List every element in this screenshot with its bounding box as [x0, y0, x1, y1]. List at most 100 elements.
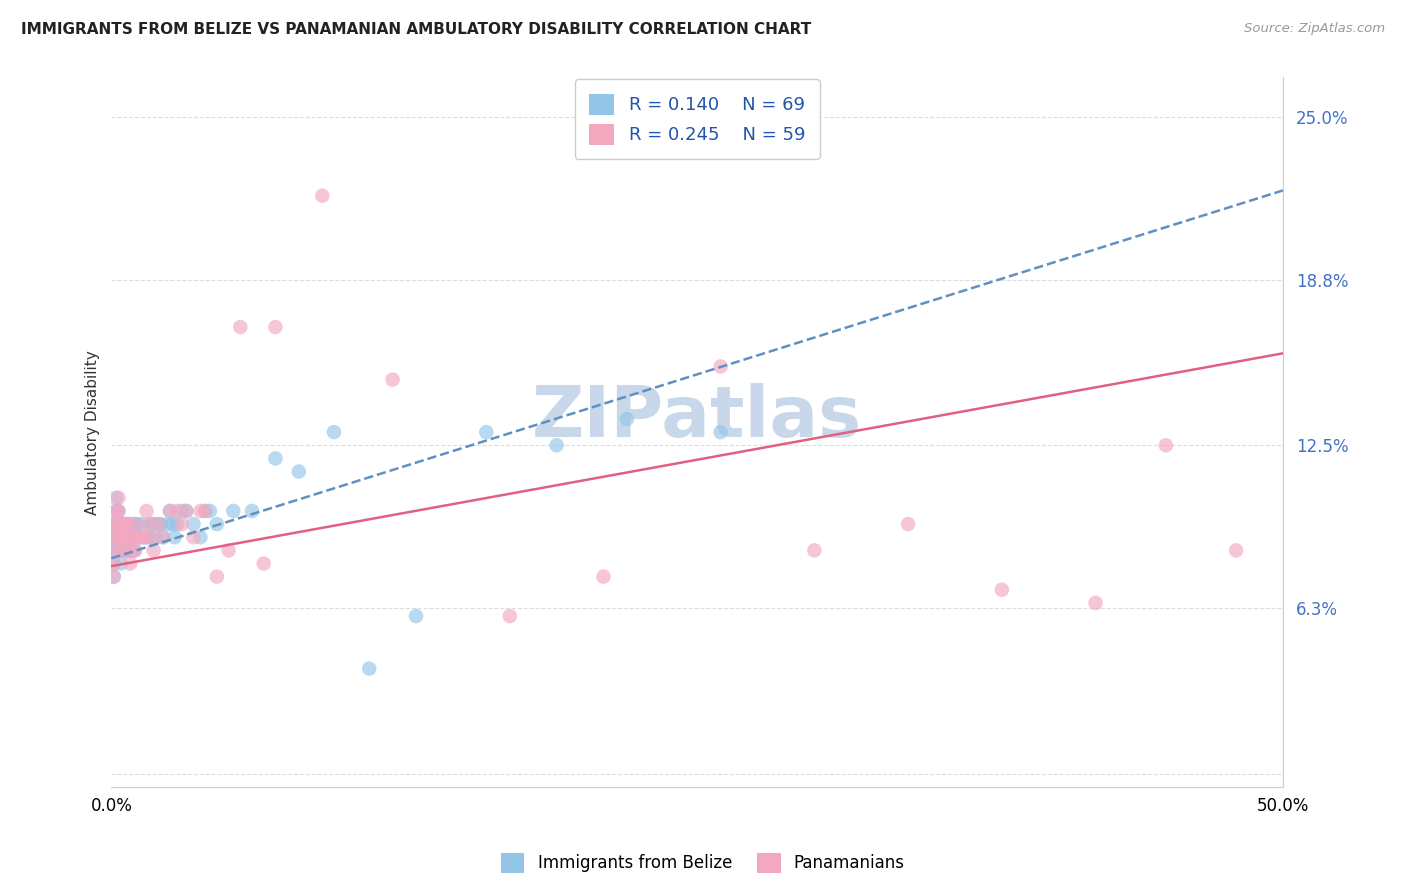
Point: [127, 517, 149, 532]
Point: [138, 517, 160, 532]
Point: [103, 517, 125, 532]
Point: [112, 543, 135, 558]
Point: [110, 543, 132, 558]
Point: [110, 530, 132, 544]
Point: [124, 517, 146, 532]
Point: [142, 543, 165, 558]
Point: [170, 504, 193, 518]
Point: [114, 517, 136, 532]
Point: [114, 543, 136, 558]
Point: [103, 569, 125, 583]
Point: [381, 373, 404, 387]
Point: [152, 530, 174, 544]
Point: [105, 530, 128, 544]
Point: [112, 517, 135, 532]
Y-axis label: Ambulatory Disability: Ambulatory Disability: [86, 350, 100, 515]
Point: [1225, 543, 1247, 558]
Point: [163, 530, 186, 544]
Point: [103, 530, 125, 544]
Point: [107, 530, 129, 544]
Point: [112, 530, 135, 544]
Point: [107, 517, 129, 532]
Point: [110, 557, 132, 571]
Point: [105, 491, 128, 505]
Point: [121, 543, 143, 558]
Point: [218, 543, 240, 558]
Point: [710, 425, 733, 439]
Point: [107, 504, 129, 518]
Point: [616, 412, 638, 426]
Point: [120, 543, 142, 558]
Point: [121, 530, 143, 544]
Point: [205, 569, 228, 583]
Point: [288, 465, 311, 479]
Point: [110, 517, 132, 532]
Point: [475, 425, 498, 439]
Point: [110, 517, 132, 532]
Point: [107, 517, 129, 532]
Legend: Immigrants from Belize, Panamanians: Immigrants from Belize, Panamanians: [495, 847, 911, 880]
Point: [128, 530, 150, 544]
Point: [103, 543, 125, 558]
Point: [264, 320, 287, 334]
Point: [710, 359, 733, 374]
Point: [120, 517, 142, 532]
Point: [166, 517, 188, 532]
Point: [359, 662, 381, 676]
Point: [162, 517, 184, 532]
Point: [107, 491, 129, 505]
Point: [103, 569, 125, 583]
Point: [105, 517, 128, 532]
Point: [176, 504, 198, 518]
Point: [120, 543, 142, 558]
Point: [194, 504, 217, 518]
Point: [546, 438, 568, 452]
Point: [176, 504, 198, 518]
Point: [117, 530, 139, 544]
Point: [112, 530, 135, 544]
Point: [311, 188, 333, 202]
Point: [110, 543, 132, 558]
Point: [117, 517, 139, 532]
Point: [166, 504, 188, 518]
Point: [103, 530, 125, 544]
Point: [105, 517, 128, 532]
Point: [1154, 438, 1177, 452]
Point: [105, 504, 128, 518]
Point: [110, 530, 132, 544]
Point: [499, 609, 522, 624]
Point: [991, 582, 1014, 597]
Point: [264, 451, 287, 466]
Point: [103, 557, 125, 571]
Point: [141, 517, 163, 532]
Legend: R = 0.140    N = 69, R = 0.245    N = 59: R = 0.140 N = 69, R = 0.245 N = 59: [575, 79, 820, 159]
Point: [323, 425, 346, 439]
Point: [107, 543, 129, 558]
Point: [103, 557, 125, 571]
Point: [114, 517, 136, 532]
Point: [107, 504, 129, 518]
Point: [128, 530, 150, 544]
Point: [103, 543, 125, 558]
Point: [105, 543, 128, 558]
Point: [114, 530, 136, 544]
Point: [142, 517, 165, 532]
Point: [134, 530, 156, 544]
Point: [152, 530, 174, 544]
Point: [145, 530, 167, 544]
Point: [148, 517, 170, 532]
Text: IMMIGRANTS FROM BELIZE VS PANAMANIAN AMBULATORY DISABILITY CORRELATION CHART: IMMIGRANTS FROM BELIZE VS PANAMANIAN AMB…: [21, 22, 811, 37]
Point: [183, 517, 205, 532]
Point: [131, 530, 153, 544]
Point: [229, 320, 252, 334]
Point: [127, 530, 149, 544]
Point: [205, 517, 228, 532]
Point: [1084, 596, 1107, 610]
Point: [183, 530, 205, 544]
Point: [141, 530, 163, 544]
Text: Source: ZipAtlas.com: Source: ZipAtlas.com: [1244, 22, 1385, 36]
Point: [222, 504, 245, 518]
Point: [112, 543, 135, 558]
Text: ZIPatlas: ZIPatlas: [531, 384, 862, 452]
Point: [253, 557, 276, 571]
